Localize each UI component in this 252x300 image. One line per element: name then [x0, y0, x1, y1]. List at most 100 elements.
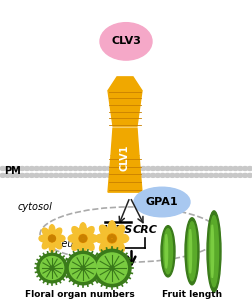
Ellipse shape [194, 167, 199, 170]
Ellipse shape [34, 173, 39, 177]
Ellipse shape [66, 251, 100, 285]
Ellipse shape [58, 167, 64, 170]
Text: GPA1: GPA1 [146, 197, 178, 207]
Ellipse shape [29, 173, 35, 177]
Ellipse shape [84, 226, 94, 238]
Ellipse shape [113, 239, 115, 242]
Ellipse shape [218, 167, 224, 170]
Ellipse shape [247, 167, 252, 170]
Ellipse shape [199, 167, 204, 170]
Ellipse shape [150, 167, 156, 170]
Ellipse shape [209, 216, 218, 287]
Ellipse shape [80, 239, 83, 242]
Ellipse shape [34, 167, 39, 170]
Ellipse shape [213, 173, 219, 177]
Ellipse shape [24, 173, 30, 177]
Ellipse shape [116, 173, 122, 177]
Ellipse shape [136, 173, 141, 177]
Ellipse shape [44, 167, 49, 170]
Ellipse shape [44, 173, 49, 177]
Ellipse shape [155, 173, 161, 177]
Ellipse shape [170, 167, 175, 170]
Ellipse shape [108, 237, 111, 240]
Ellipse shape [211, 225, 214, 278]
Ellipse shape [111, 240, 113, 242]
Ellipse shape [83, 239, 86, 242]
Ellipse shape [48, 167, 54, 170]
Ellipse shape [53, 228, 62, 238]
Ellipse shape [116, 167, 122, 170]
Ellipse shape [174, 173, 180, 177]
Ellipse shape [5, 173, 10, 177]
Ellipse shape [51, 235, 53, 238]
Ellipse shape [242, 173, 248, 177]
Ellipse shape [126, 173, 132, 177]
Ellipse shape [78, 173, 83, 177]
Ellipse shape [174, 167, 180, 170]
Ellipse shape [52, 236, 55, 238]
Ellipse shape [80, 236, 83, 238]
Ellipse shape [29, 167, 35, 170]
Text: Floral organ numbers: Floral organ numbers [25, 290, 135, 299]
Ellipse shape [82, 235, 84, 237]
Ellipse shape [95, 234, 109, 243]
Ellipse shape [145, 167, 151, 170]
Ellipse shape [237, 167, 243, 170]
Ellipse shape [79, 237, 82, 240]
Ellipse shape [73, 173, 78, 177]
Ellipse shape [58, 173, 64, 177]
Ellipse shape [87, 167, 93, 170]
Polygon shape [108, 77, 142, 91]
Ellipse shape [199, 173, 204, 177]
Ellipse shape [63, 167, 69, 170]
Ellipse shape [92, 173, 98, 177]
Ellipse shape [79, 235, 87, 242]
Ellipse shape [83, 236, 86, 238]
Polygon shape [111, 128, 139, 156]
Ellipse shape [10, 167, 15, 170]
Ellipse shape [131, 173, 136, 177]
Ellipse shape [233, 167, 238, 170]
Ellipse shape [150, 173, 156, 177]
Ellipse shape [141, 167, 146, 170]
Ellipse shape [228, 167, 233, 170]
Ellipse shape [42, 239, 51, 249]
Ellipse shape [0, 173, 6, 177]
Ellipse shape [84, 239, 94, 250]
Ellipse shape [39, 173, 44, 177]
Ellipse shape [82, 167, 88, 170]
Ellipse shape [108, 221, 116, 237]
Ellipse shape [24, 167, 30, 170]
Text: PM: PM [4, 167, 21, 176]
Ellipse shape [87, 173, 93, 177]
Ellipse shape [179, 173, 185, 177]
Ellipse shape [49, 237, 51, 240]
Ellipse shape [0, 167, 6, 170]
Ellipse shape [102, 167, 107, 170]
Ellipse shape [111, 235, 113, 237]
Ellipse shape [53, 239, 62, 249]
Ellipse shape [165, 173, 170, 177]
Ellipse shape [107, 167, 112, 170]
Ellipse shape [84, 237, 87, 240]
Ellipse shape [49, 225, 55, 237]
Ellipse shape [170, 173, 175, 177]
Text: Fruit length: Fruit length [162, 290, 222, 299]
Ellipse shape [233, 173, 238, 177]
Ellipse shape [208, 167, 214, 170]
Ellipse shape [48, 173, 54, 177]
Ellipse shape [49, 239, 52, 241]
Ellipse shape [19, 167, 25, 170]
Ellipse shape [161, 226, 175, 277]
Ellipse shape [189, 167, 195, 170]
Ellipse shape [110, 266, 114, 270]
Ellipse shape [114, 239, 124, 252]
Polygon shape [108, 156, 142, 192]
Ellipse shape [68, 167, 73, 170]
Text: cytosol: cytosol [18, 202, 53, 212]
Ellipse shape [72, 239, 82, 250]
Ellipse shape [39, 167, 44, 170]
Ellipse shape [92, 167, 98, 170]
Ellipse shape [49, 236, 52, 238]
Ellipse shape [185, 218, 199, 285]
